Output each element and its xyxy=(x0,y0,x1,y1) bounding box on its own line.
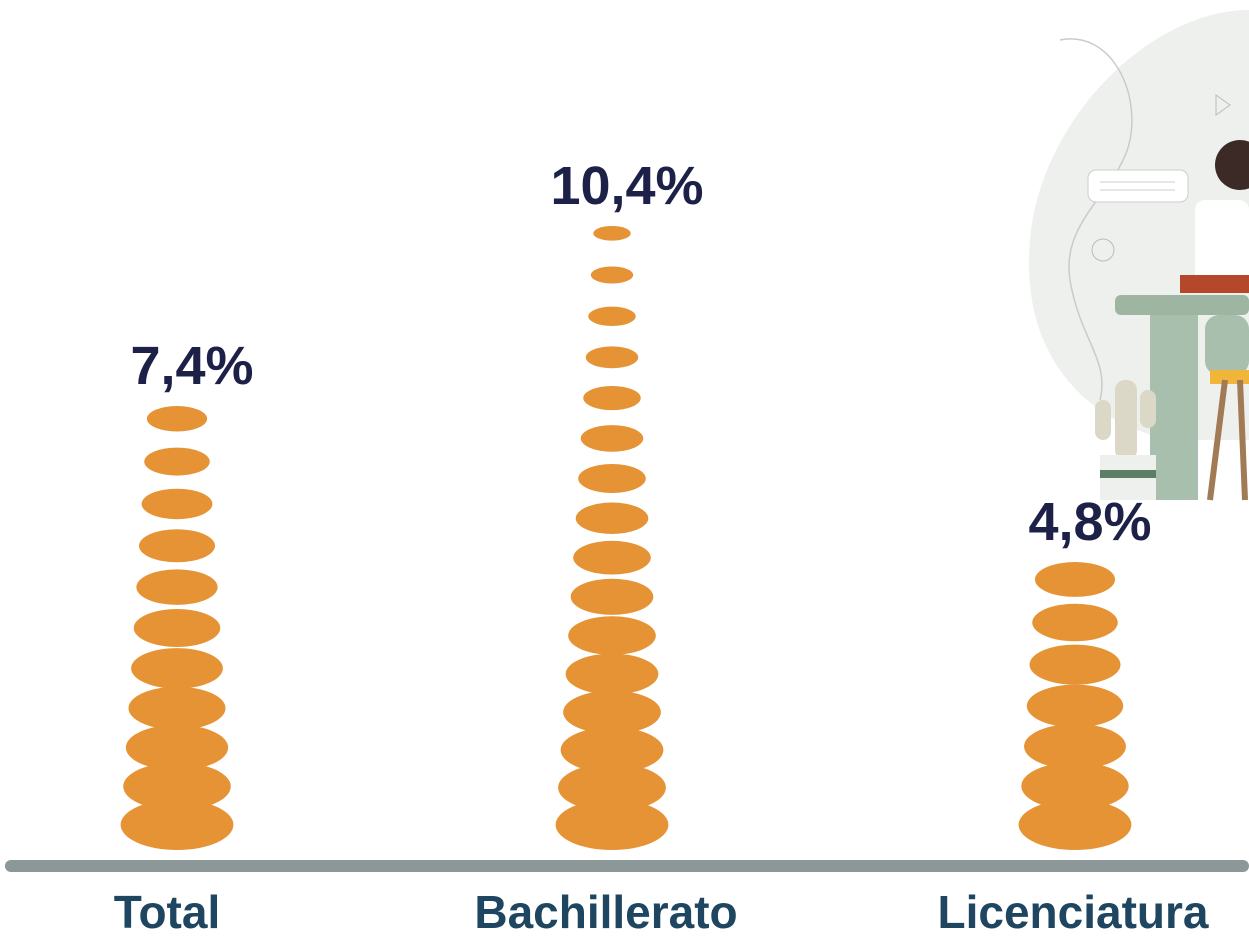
pictogram-bar xyxy=(555,226,669,850)
bar-segment xyxy=(555,799,669,850)
bar-segment xyxy=(568,616,656,655)
bar-segment xyxy=(583,385,641,411)
bar-segment xyxy=(1026,684,1124,728)
bar-segment xyxy=(590,266,634,284)
bar-segment xyxy=(146,406,208,432)
bar-segment xyxy=(1034,562,1116,597)
bar-segment xyxy=(144,447,210,476)
pictogram-bar xyxy=(120,406,234,850)
bar-segment xyxy=(128,686,226,730)
bar-segment xyxy=(560,727,664,773)
value-label: 4,8% xyxy=(1028,492,1151,552)
bar-segment xyxy=(558,763,666,812)
bar-segment xyxy=(1024,723,1126,770)
bar-segment xyxy=(1018,799,1132,850)
category-label: Total xyxy=(114,886,220,937)
value-label: 10,4% xyxy=(550,156,703,216)
bar-segment xyxy=(1021,762,1129,810)
bar-segment xyxy=(141,488,213,520)
bar-segment xyxy=(580,425,644,452)
pictogram-bar xyxy=(1018,562,1132,850)
bar-segment xyxy=(575,502,649,534)
bar-segment xyxy=(578,464,646,493)
category-label: Licenciatura xyxy=(938,886,1209,937)
bar-segment xyxy=(120,799,234,850)
bar-segment xyxy=(131,648,223,689)
bar-segment xyxy=(593,226,631,241)
bar-segment xyxy=(1032,603,1118,642)
bar-segment xyxy=(573,540,651,575)
bar-segment xyxy=(563,690,661,734)
bar-segment xyxy=(585,346,639,369)
bar-segment xyxy=(570,578,654,615)
value-label: 7,4% xyxy=(130,336,253,396)
bar-segment xyxy=(588,306,636,327)
bar-segment xyxy=(1029,644,1121,685)
bar-segment xyxy=(565,653,659,695)
illustration xyxy=(1028,10,1249,501)
category-label: Bachillerato xyxy=(474,886,737,937)
bar-segment xyxy=(138,529,216,563)
bar-segment xyxy=(125,724,229,771)
bar-segment xyxy=(123,762,231,811)
bar-segment xyxy=(136,569,218,605)
bar-segment xyxy=(133,608,221,648)
baseline xyxy=(5,860,1249,872)
